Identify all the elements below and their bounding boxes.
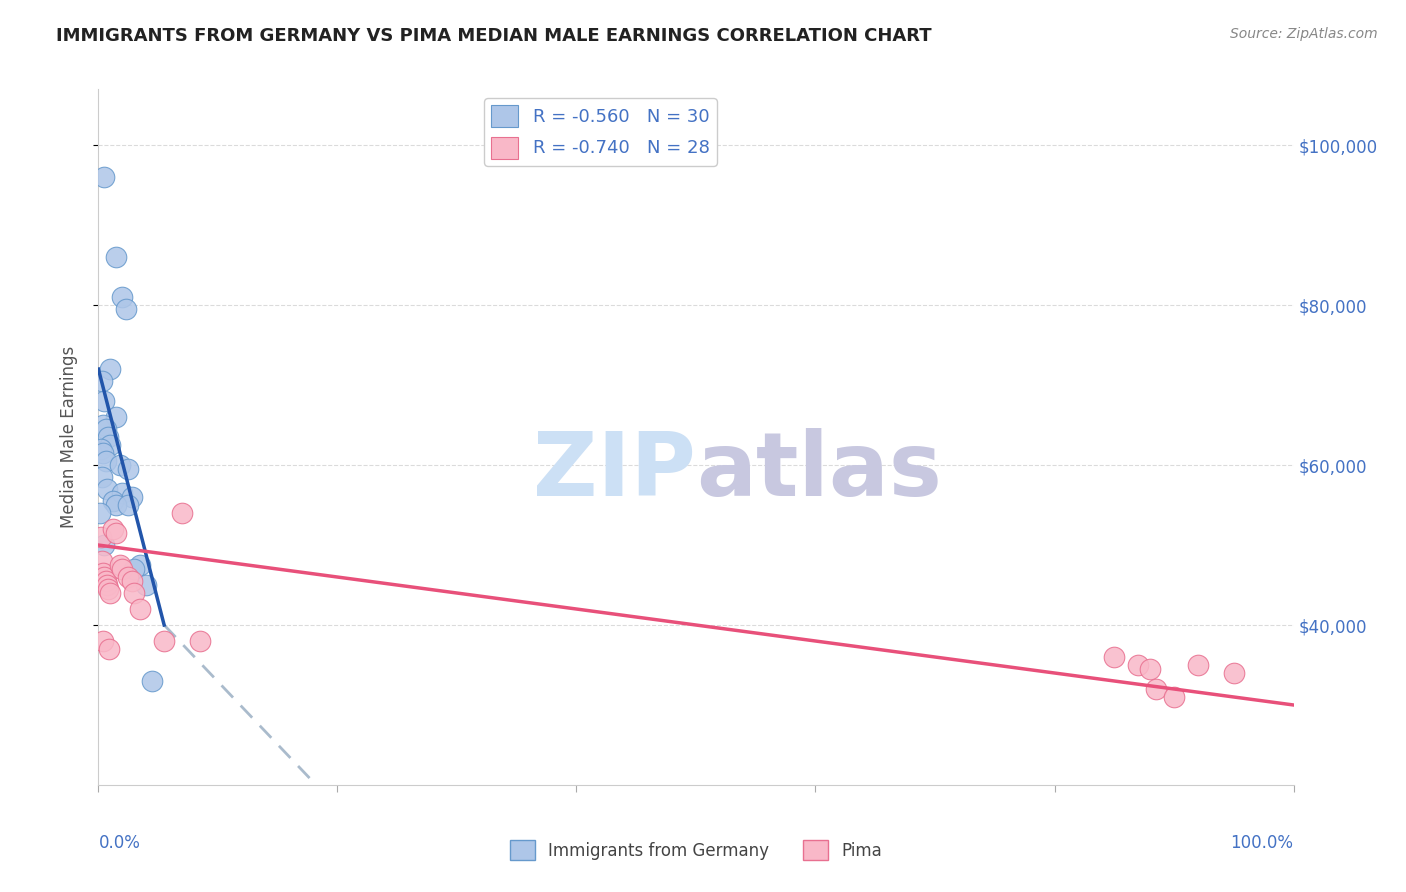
Text: 100.0%: 100.0% <box>1230 834 1294 852</box>
Point <box>93 170 115 185</box>
Point <box>91 374 114 388</box>
Text: ZIP: ZIP <box>533 428 696 516</box>
Legend: Immigrants from Germany, Pima: Immigrants from Germany, Pima <box>503 833 889 867</box>
Point <box>124 586 146 600</box>
Point <box>98 642 121 657</box>
Point <box>172 506 194 520</box>
Point <box>108 458 131 472</box>
Point <box>129 558 152 572</box>
Point <box>97 430 120 444</box>
Point <box>105 498 128 512</box>
Point <box>97 582 120 596</box>
Point <box>91 566 114 580</box>
Point <box>111 562 134 576</box>
Point <box>111 290 134 304</box>
Point <box>1139 662 1161 676</box>
Point <box>98 362 122 376</box>
Point <box>141 673 163 688</box>
Point <box>105 250 128 264</box>
Point <box>96 578 118 592</box>
Point <box>94 574 117 588</box>
Point <box>93 394 115 409</box>
Y-axis label: Median Male Earnings: Median Male Earnings <box>59 346 77 528</box>
Point <box>91 418 114 433</box>
Point <box>90 530 112 544</box>
Point <box>1144 681 1167 696</box>
Point <box>90 442 112 456</box>
Point <box>93 570 115 584</box>
Point <box>94 422 117 436</box>
Point <box>1187 658 1209 673</box>
Text: Source: ZipAtlas.com: Source: ZipAtlas.com <box>1230 27 1378 41</box>
Point <box>105 526 128 541</box>
Text: atlas: atlas <box>696 428 942 516</box>
Point <box>101 522 124 536</box>
Point <box>91 554 114 568</box>
Point <box>115 302 138 317</box>
Point <box>98 586 122 600</box>
Point <box>121 574 143 588</box>
Point <box>188 634 211 648</box>
Point <box>117 498 139 512</box>
Point <box>129 602 152 616</box>
Point <box>135 578 157 592</box>
Point <box>98 438 122 452</box>
Point <box>93 538 115 552</box>
Point <box>91 470 114 484</box>
Point <box>153 634 176 648</box>
Point <box>91 634 114 648</box>
Point <box>94 454 117 468</box>
Point <box>117 462 139 476</box>
Point <box>91 446 114 460</box>
Text: IMMIGRANTS FROM GERMANY VS PIMA MEDIAN MALE EARNINGS CORRELATION CHART: IMMIGRANTS FROM GERMANY VS PIMA MEDIAN M… <box>56 27 932 45</box>
Point <box>108 558 131 572</box>
Point <box>121 490 143 504</box>
Point <box>89 506 111 520</box>
Point <box>1102 650 1125 665</box>
Point <box>124 562 146 576</box>
Point <box>1222 665 1246 680</box>
Point <box>105 410 128 425</box>
Point <box>1163 690 1185 704</box>
Point <box>101 494 124 508</box>
Text: 0.0%: 0.0% <box>98 834 141 852</box>
Point <box>111 486 134 500</box>
Point <box>96 482 118 496</box>
Point <box>1128 658 1150 673</box>
Point <box>117 570 139 584</box>
